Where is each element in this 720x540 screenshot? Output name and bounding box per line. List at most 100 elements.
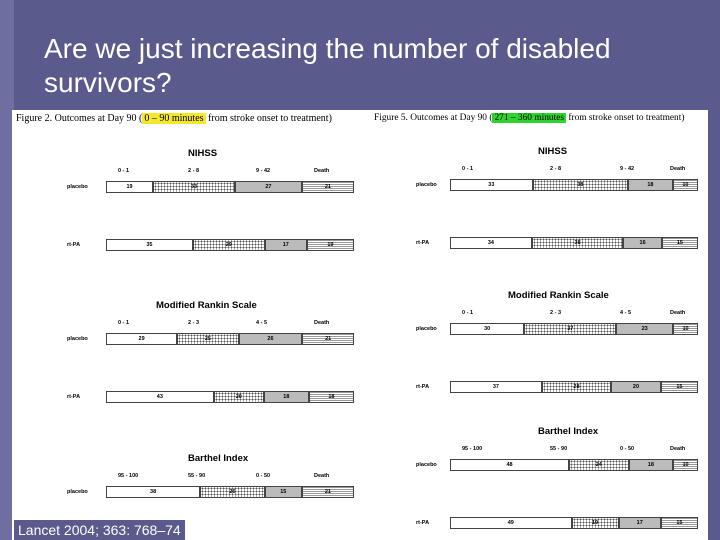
category-label: 4 - 5 [256, 320, 268, 326]
stacked-bar: 38 26 15 21 [106, 486, 354, 498]
category-label: Death [670, 310, 686, 316]
stacked-bar: 35 29 17 19 [106, 239, 354, 251]
citation: Lancet 2004; 363: 768–74 [14, 520, 185, 540]
category-label: 2 - 8 [188, 168, 200, 174]
bar-segment: 29 [192, 239, 265, 251]
category-label: 0 - 50 [256, 473, 271, 479]
category-label: 2 - 3 [550, 310, 562, 316]
bar-segment: 20 [213, 391, 264, 403]
category-label: Death [314, 168, 330, 174]
category-label: 4 - 5 [620, 310, 632, 316]
bar-segment: 35 [106, 239, 193, 251]
figure-left: Figure 2. Outcomes at Day 90 (0 – 90 min… [12, 110, 370, 540]
category-label: Death [314, 320, 330, 326]
bar-segment: 30 [450, 323, 525, 335]
bar-segment: 21 [301, 181, 354, 193]
row-label: rt-PA [416, 384, 430, 390]
section-title: Barthel Index [538, 426, 599, 437]
bar-segment: 15 [264, 486, 302, 498]
row-label: rt-PA [416, 520, 430, 526]
bar-segment: 49 [450, 517, 572, 529]
bar-segment: 21 [301, 486, 354, 498]
bar-segment: 16 [623, 237, 662, 249]
category-label: 2 - 3 [188, 320, 200, 326]
bar-segment: 10 [673, 323, 698, 335]
bar-segment: 23 [616, 323, 674, 335]
row-label: placebo [416, 182, 437, 188]
bar-segment: 18 [628, 459, 674, 471]
category-label: 0 - 1 [118, 320, 130, 326]
bar-segment: 25 [177, 333, 239, 345]
bar-segment: 37 [524, 323, 617, 335]
stacked-bar: 43 20 18 18 [106, 391, 354, 403]
bar-segment: 20 [611, 381, 661, 393]
category-label: Death [314, 473, 330, 479]
bar-segment: 18 [308, 391, 354, 403]
category-label: 9 - 42 [620, 166, 635, 172]
bar-segment: 17 [264, 239, 307, 251]
section-title: NIHSS [538, 146, 568, 157]
bar-segment: 10 [672, 179, 698, 191]
bar-segment: 24 [569, 459, 629, 471]
bar-segment: 38 [532, 179, 628, 191]
bar-segment: 33 [450, 179, 533, 191]
figure-right: Figure 5. Outcomes at Day 90 (271 – 360 … [370, 110, 708, 540]
stacked-bar: 33 38 18 10 [450, 179, 698, 191]
bar-segment: 26 [200, 486, 265, 498]
category-label: 0 - 1 [462, 166, 474, 172]
category-label: 0 - 1 [462, 310, 474, 316]
bar-segment: 19 [571, 517, 619, 529]
bar-segment: 27 [234, 181, 302, 193]
row-label: placebo [416, 326, 437, 332]
caption-highlight: 271 – 360 minutes [492, 113, 566, 123]
row-label: rt-PA [67, 394, 81, 400]
bar-segment: 15 [660, 381, 698, 393]
bar-segment: 21 [302, 333, 354, 345]
bar-segment: 19 [106, 181, 154, 193]
bar-segment: 19 [306, 239, 354, 251]
bar-segment: 18 [627, 179, 673, 191]
bar-segment: 34 [450, 237, 532, 249]
stacked-bar: 19 33 27 21 [106, 181, 354, 193]
section-title: Modified Rankin Scale [508, 290, 609, 301]
caption-highlight: 0 – 90 minutes [142, 113, 206, 124]
stacked-bar: 49 19 17 15 [450, 517, 698, 529]
bar-segment: 15 [661, 237, 698, 249]
bar-segment: 38 [106, 486, 201, 498]
category-label: Death [670, 166, 686, 172]
bar-segment: 37 [450, 381, 542, 393]
category-label: 95 - 100 [462, 446, 483, 452]
category-label: 2 - 8 [550, 166, 562, 172]
category-label: 9 - 42 [256, 168, 271, 174]
category-label: 0 - 50 [620, 446, 635, 452]
bar-segment: 33 [153, 181, 235, 193]
category-label: Death [670, 446, 686, 452]
row-label: placebo [67, 336, 88, 342]
row-label: placebo [67, 489, 88, 495]
category-label: 95 - 100 [118, 473, 139, 479]
category-label: 0 - 1 [118, 168, 130, 174]
stacked-bar: 34 38 16 15 [450, 237, 698, 249]
row-label: rt-PA [416, 240, 430, 246]
category-label: 55 - 90 [188, 473, 206, 479]
bar-segment: 28 [541, 381, 612, 393]
figure-left-caption: Figure 2. Outcomes at Day 90 (0 – 90 min… [16, 113, 332, 124]
section-title: Modified Rankin Scale [156, 300, 257, 311]
stacked-bar: 37 28 20 15 [450, 381, 698, 393]
bar-segment: 17 [618, 517, 661, 529]
bar-segment: 26 [238, 333, 303, 345]
bar-segment: 48 [450, 459, 570, 471]
slide-title: Are we just increasing the number of dis… [44, 33, 611, 98]
stacked-bar: 30 37 23 10 [450, 323, 698, 335]
row-label: placebo [67, 184, 88, 190]
row-label: rt-PA [67, 242, 81, 248]
stacked-bar: 48 24 18 10 [450, 459, 698, 471]
section-title: NIHSS [188, 148, 218, 159]
side-stripe [0, 0, 14, 540]
bar-segment: 15 [660, 517, 698, 529]
row-label: placebo [416, 462, 437, 468]
bar-segment: 29 [106, 333, 178, 345]
bar-segment: 43 [106, 391, 214, 403]
bar-segment: 38 [531, 237, 624, 249]
bar-segment: 18 [263, 391, 309, 403]
